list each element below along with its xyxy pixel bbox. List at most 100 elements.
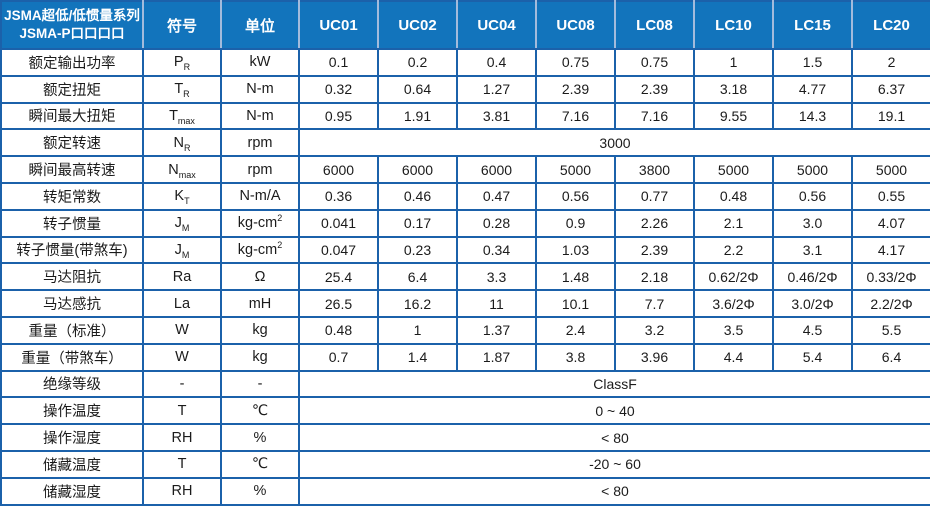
symbol-subscript: T	[184, 196, 190, 207]
symbol-text: N	[173, 134, 184, 151]
row-label: 操作湿度	[0, 423, 144, 452]
value-cell: 0.77	[614, 181, 695, 211]
unit-cell: N-m	[220, 74, 300, 104]
value-cell: 0.47	[456, 181, 537, 211]
unit-cell: kW	[220, 48, 300, 77]
unit-text: Ω	[254, 268, 266, 285]
merged-value-cell: 0 ~ 40	[298, 396, 930, 426]
unit-text: ℃	[251, 402, 269, 419]
value-cell: 0.9	[535, 208, 616, 238]
series-title: JSMA超低/低惯量系列 JSMA-P口口口口	[1, 1, 143, 50]
value-cell: 0.48	[693, 181, 774, 211]
column-header-model: UC02	[377, 1, 457, 50]
value-cell: 11	[456, 289, 537, 318]
value-cell: 1.27	[456, 74, 537, 104]
symbol-text: W	[175, 322, 189, 339]
value-cell: 0.34	[456, 235, 537, 265]
value-cell: 0.48	[298, 315, 379, 345]
symbol-text: J	[174, 215, 182, 232]
row-label: 绝缘等级	[0, 369, 144, 399]
value-cell: 3.81	[456, 101, 537, 131]
symbol-cell: W	[142, 315, 222, 345]
value-cell: 5000	[693, 155, 774, 184]
value-cell: 2.1	[693, 208, 774, 238]
table-row: 转子惯量(带煞车) JM kg-cm2 0.047 0.23 0.34 1.03 2.39 2.…	[0, 235, 930, 265]
unit-cell: ℃	[220, 449, 300, 479]
row-label: 转子惯量(带煞车)	[0, 235, 144, 265]
symbol-cell: RH	[142, 476, 222, 506]
unit-cell: kg	[220, 342, 300, 372]
value-cell: 3800	[614, 155, 695, 184]
value-cell: 2.2	[693, 235, 774, 265]
table-row: 瞬间最高转速 Nmax rpm 6000 6000 6000 5000 3800 5000 500…	[0, 155, 930, 184]
symbol-cell: NR	[142, 128, 222, 158]
row-label: 马达感抗	[0, 289, 144, 318]
table-header: JSMA超低/低惯量系列 JSMA-P口口口口 符号 单位 UC01 UC02 …	[1, 1, 930, 50]
value-cell: 25.4	[298, 262, 379, 292]
value-cell: 1.91	[377, 101, 458, 131]
symbol-text: T	[177, 456, 187, 473]
value-cell: 1.87	[456, 342, 537, 372]
unit-cell: Ω	[220, 262, 300, 292]
value-cell: 0.7	[298, 342, 379, 372]
value-cell: 2.26	[614, 208, 695, 238]
value-cell: 0.047	[298, 235, 379, 265]
unit-text: N-m/A	[239, 188, 281, 205]
merged-value-cell: 3000	[298, 128, 930, 158]
row-label: 操作温度	[0, 396, 144, 426]
value-cell: 2	[851, 48, 930, 77]
value-cell: 1.37	[456, 315, 537, 345]
unit-cell: N-m/A	[220, 181, 300, 211]
value-cell: 1	[377, 315, 458, 345]
symbol-cell: JM	[142, 208, 222, 238]
value-cell: 5.4	[772, 342, 853, 372]
value-cell: 0.4	[456, 48, 537, 77]
column-header-model: LC15	[772, 1, 852, 50]
value-cell: 3.0/2Φ	[772, 289, 853, 318]
symbol-subscript: R	[183, 142, 191, 153]
symbol-cell: W	[142, 342, 222, 372]
value-cell: 1	[693, 48, 774, 77]
unit-text: kW	[249, 54, 271, 71]
symbol-text: La	[173, 295, 191, 312]
row-label: 额定扭矩	[0, 74, 144, 104]
symbol-text: T	[169, 107, 178, 124]
value-cell: 4.17	[851, 235, 930, 265]
value-cell: 0.32	[298, 74, 379, 104]
symbol-cell: JM	[142, 235, 222, 265]
table-row: 瞬间最大扭矩 Tmax N-m 0.95 1.91 3.81 7.16 7.16 9.55 14.…	[0, 101, 930, 131]
unit-text: kg-cm	[237, 215, 278, 232]
unit-superscript: 2	[277, 213, 283, 224]
row-label: 额定转速	[0, 128, 144, 158]
unit-text: N-m	[246, 107, 274, 124]
column-header-symbol: 符号	[142, 1, 221, 50]
value-cell: 0.17	[377, 208, 458, 238]
row-label: 储藏湿度	[0, 476, 144, 506]
symbol-subscript: R	[183, 89, 190, 100]
column-header-unit: 单位	[220, 1, 299, 50]
symbol-text: J	[174, 241, 182, 258]
symbol-subscript: R	[183, 62, 191, 73]
row-label: 转子惯量	[0, 208, 144, 238]
unit-text: mH	[248, 295, 272, 312]
symbol-cell: Nmax	[142, 155, 222, 184]
row-label: 重量（带煞车）	[0, 342, 144, 372]
symbol-subscript: M	[181, 223, 190, 234]
symbol-cell: T	[142, 396, 222, 426]
value-cell: 3.18	[693, 74, 774, 104]
table-row: 马达感抗 La mH 26.5 16.2 11 10.1 7.7 3.6/2Φ 3.0/2Φ 2.2…	[0, 289, 930, 318]
value-cell: 0.041	[298, 208, 379, 238]
value-cell: 2.4	[535, 315, 616, 345]
value-cell: 1.03	[535, 235, 616, 265]
value-cell: 3.0	[772, 208, 853, 238]
value-cell: 6.4	[851, 342, 930, 372]
row-label: 额定输出功率	[0, 48, 144, 77]
value-cell: 1.5	[772, 48, 853, 77]
value-cell: 0.2	[377, 48, 458, 77]
column-header-model: UC04	[456, 1, 536, 50]
value-cell: 3.8	[535, 342, 616, 372]
value-cell: 2.39	[614, 74, 695, 104]
unit-text: %	[253, 483, 267, 500]
